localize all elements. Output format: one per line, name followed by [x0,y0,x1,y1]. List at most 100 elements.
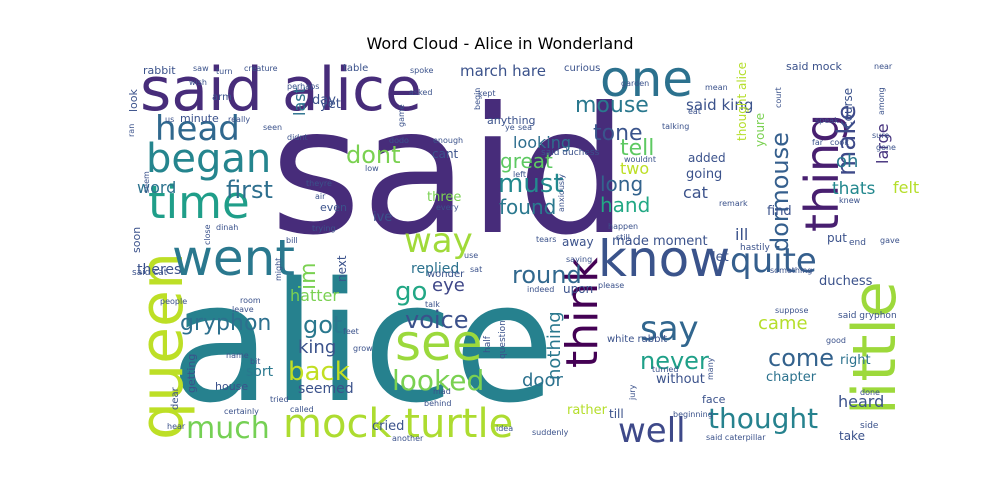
word-curious: curious [564,63,600,74]
word-wouldnt: wouldnt [624,155,656,164]
word-said-cat: said cat [132,268,168,278]
word-went: went [172,229,295,287]
word-ran: ran [127,124,136,137]
word-didnt: didnt [287,133,308,142]
word-good: good [826,336,846,345]
word-speak: speak [815,116,839,125]
word-tell: tell [620,136,654,161]
word-looking: looking [513,133,571,152]
word-first: first [226,176,273,204]
word-dont: dont [346,141,401,169]
word-air: air [315,192,326,201]
word-found: found [499,195,556,219]
word-great: great [500,149,553,173]
word-table: table [343,63,368,74]
word-use: use [464,251,478,260]
word-hastily: hastily [740,243,770,253]
word-heard: heard [838,392,884,411]
word-oh: oh [836,151,858,172]
word-little: little [840,281,910,415]
word-gryphon: gryphon [180,311,271,336]
word-bill: bill [286,236,298,245]
word-talking: talking [662,122,689,131]
word-certainly: certainly [224,407,259,416]
word-thing: thing [795,114,849,232]
word-find: find [767,204,792,219]
word-theyre: theyre [306,179,332,188]
word-name: name [226,351,249,360]
word-beginning: beginning [673,410,713,419]
word-going: going [686,167,722,182]
word-still: still [616,233,630,242]
word-cant: cant [432,147,459,161]
word-side: side [860,421,879,431]
word-dodo: dodo [389,136,409,145]
word-course: course [841,88,855,128]
word-three: three [427,190,461,205]
word-well: well [618,411,686,451]
word-cried: cried [372,419,404,434]
word-mouse: mouse [575,93,649,118]
word-said-mock: said mock [786,60,843,73]
word-next: next [335,255,349,282]
word-suppose: suppose [775,306,808,315]
word-yet: yet [320,97,341,112]
word-remark: remark [719,199,748,208]
word-sea: sea [518,123,532,132]
word-called: called [290,405,314,414]
word-till: till [609,407,624,421]
word-head: head [155,109,240,149]
word-away: away [562,235,594,249]
word-near: near [874,62,893,71]
word-indeed: indeed [527,285,554,294]
word-end: end [849,238,866,248]
word-close: close [203,224,212,245]
word-seem: seem [142,171,151,193]
word-thought-alice: thought alice [735,62,749,141]
word-said-king: said king [686,96,753,114]
word-white-rabbit: white rabbit [607,334,667,345]
word-one: one [600,50,693,108]
word-wish: wish [189,78,207,87]
word-hear: hear [167,422,186,431]
word-among: among [877,87,886,115]
word-never: never [640,347,709,375]
word-let: let [712,250,729,265]
word-look: look [127,88,140,112]
word-march-hare: march hare [460,62,546,80]
word-looked: looked [392,364,484,397]
word-voice: voice [405,306,469,334]
word-soon: soon [130,227,143,253]
word-behind: behind [424,399,451,408]
word-people: people [160,297,187,306]
word-duchess: duchess [819,274,873,289]
word-chapter: chapter [766,370,817,385]
word-house: house [215,380,248,393]
word-knew: knew [839,196,861,205]
word-mean: mean [705,83,728,92]
word-way: way [404,221,473,261]
word-seen: seen [263,123,282,132]
word-minute: minute [180,112,219,125]
word-im: im [296,262,321,290]
word-go: go [395,277,427,307]
word-anything: anything [487,114,536,127]
word-jury: jury [628,384,637,401]
word-seemed: seemed [298,381,354,397]
word-large: large [873,123,892,164]
word-tears: tears [536,235,556,244]
word-rabbit: rabbit [143,64,176,77]
word-gave: gave [880,236,900,245]
word-far: far [812,138,824,147]
word-happen: happen [608,222,638,231]
word-dear: dear [170,386,181,410]
word-sort: sort [246,364,274,380]
word-saw: saw [193,64,209,73]
word-rather: rather [567,403,608,418]
word-face: face [702,393,726,406]
word-half: half [483,335,493,353]
word-arm: arm [212,92,232,103]
word-hand: hand [600,193,650,217]
word-leave: leave [232,305,254,314]
word-every: every [436,203,459,212]
